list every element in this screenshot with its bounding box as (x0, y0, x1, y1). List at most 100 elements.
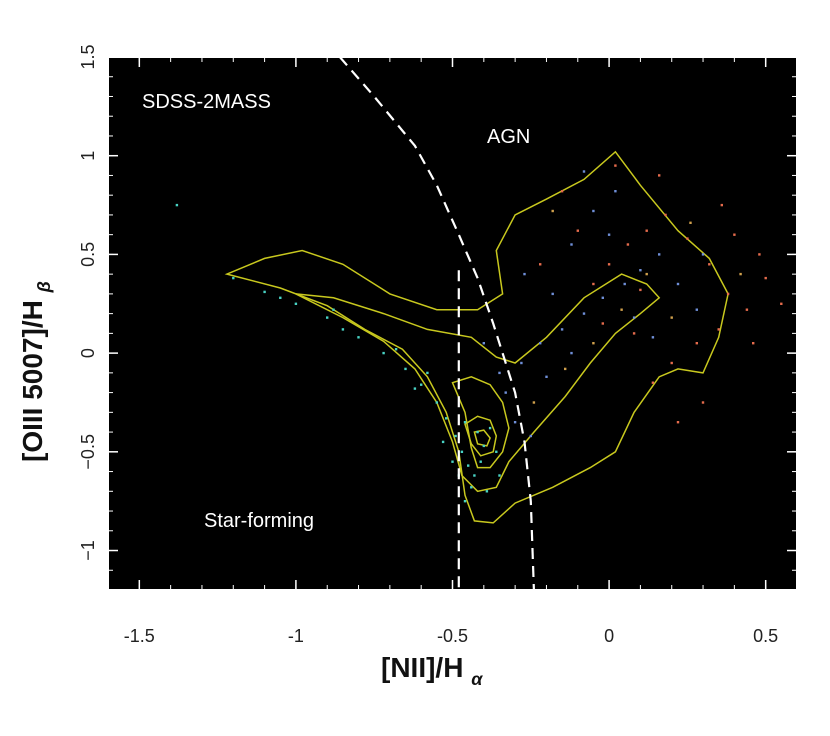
data-point (695, 308, 698, 311)
data-point (520, 361, 523, 365)
data-point (676, 421, 680, 424)
data-point (482, 444, 485, 448)
data-point (467, 464, 470, 467)
data-point (614, 164, 617, 167)
data-point (651, 336, 655, 339)
data-point (639, 288, 642, 292)
data-point (780, 302, 783, 305)
data-point (639, 269, 642, 272)
data-point (498, 474, 501, 477)
data-point (435, 401, 438, 404)
data-point (614, 190, 617, 193)
data-point (485, 490, 489, 493)
data-point (758, 253, 761, 256)
data-point (717, 328, 720, 331)
data-point (232, 276, 235, 280)
data-point (551, 209, 554, 213)
data-point (601, 322, 604, 325)
data-point (626, 243, 630, 246)
data-point (592, 209, 595, 213)
data-point (582, 170, 586, 173)
y-tick-label: 0 (78, 348, 98, 358)
data-point (473, 474, 476, 477)
contour-level-5 (473, 429, 491, 447)
data-point (545, 375, 548, 378)
data-point (676, 282, 680, 286)
y-tick-label: −1 (78, 540, 98, 561)
data-point (658, 174, 661, 177)
x-tick-label: -0.5 (437, 626, 468, 646)
data-point (382, 351, 385, 355)
y-tick-label: 0.5 (78, 242, 98, 267)
data-point (601, 296, 604, 299)
plot-background (108, 57, 797, 590)
y-axis-title-subscript: β (34, 281, 54, 293)
data-point (733, 233, 736, 236)
data-point (404, 367, 407, 371)
data-point (645, 229, 648, 232)
data-point (607, 233, 611, 236)
contour-level-1 (224, 150, 729, 524)
data-point (752, 342, 755, 345)
data-point (560, 190, 564, 193)
data-point (701, 253, 705, 256)
annotation-star-forming: Star-forming (204, 510, 314, 532)
data-point (263, 290, 266, 294)
x-axis-title-subscript: α (471, 669, 483, 689)
data-point (620, 308, 623, 311)
data-point (175, 203, 179, 207)
x-tick-label: 0 (604, 626, 614, 646)
data-point (513, 421, 517, 424)
data-point (279, 296, 282, 299)
data-point (539, 263, 542, 266)
data-point (570, 351, 573, 355)
data-point (332, 308, 335, 311)
data-point (645, 272, 648, 276)
data-point (592, 282, 595, 286)
x-axis-title-main: [NII]/H (381, 652, 463, 683)
data-point (495, 450, 498, 453)
data-point (504, 391, 507, 394)
ticks-layer: -1.5 -1 -0.5 0 0.5 −1 −0.5 0 0.5 1 1.5 (78, 44, 797, 646)
data-point (426, 371, 429, 375)
data-point (739, 272, 742, 276)
data-point (632, 332, 636, 335)
data-point (532, 401, 536, 404)
data-point (570, 243, 573, 246)
x-axis-title: [NII]/H α (381, 652, 483, 689)
annotation-agn: AGN (487, 126, 530, 148)
data-point (357, 336, 360, 339)
points-layer (175, 164, 783, 503)
data-point (529, 434, 532, 438)
data-point (420, 383, 423, 386)
data-point (651, 381, 655, 384)
data-point (623, 282, 626, 286)
data-point (454, 434, 457, 438)
data-point (341, 328, 345, 331)
data-point (576, 229, 579, 232)
data-point (670, 361, 673, 365)
data-point (413, 387, 417, 390)
data-point (764, 276, 767, 280)
data-point (664, 213, 667, 217)
data-point (326, 316, 329, 319)
x-tick-label: -1.5 (124, 626, 155, 646)
data-point (476, 430, 479, 434)
data-point (441, 440, 445, 444)
y-axis-title: [OIII 5007]/H β (17, 281, 54, 462)
data-point (560, 328, 564, 331)
data-point (726, 292, 730, 296)
data-point (708, 263, 711, 266)
x-tick-label: -1 (288, 626, 304, 646)
data-point (686, 237, 689, 240)
data-point (470, 486, 473, 489)
data-point (460, 450, 464, 453)
data-point (539, 342, 542, 345)
x-tick-label: 0.5 (753, 626, 778, 646)
data-point (294, 302, 298, 305)
contour-layer (224, 150, 729, 524)
data-point (463, 500, 467, 503)
y-tick-label: 1.5 (78, 44, 98, 69)
